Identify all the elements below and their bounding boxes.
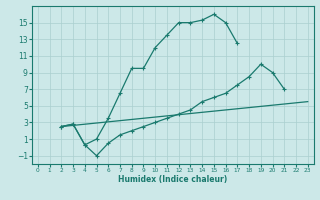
X-axis label: Humidex (Indice chaleur): Humidex (Indice chaleur) — [118, 175, 228, 184]
